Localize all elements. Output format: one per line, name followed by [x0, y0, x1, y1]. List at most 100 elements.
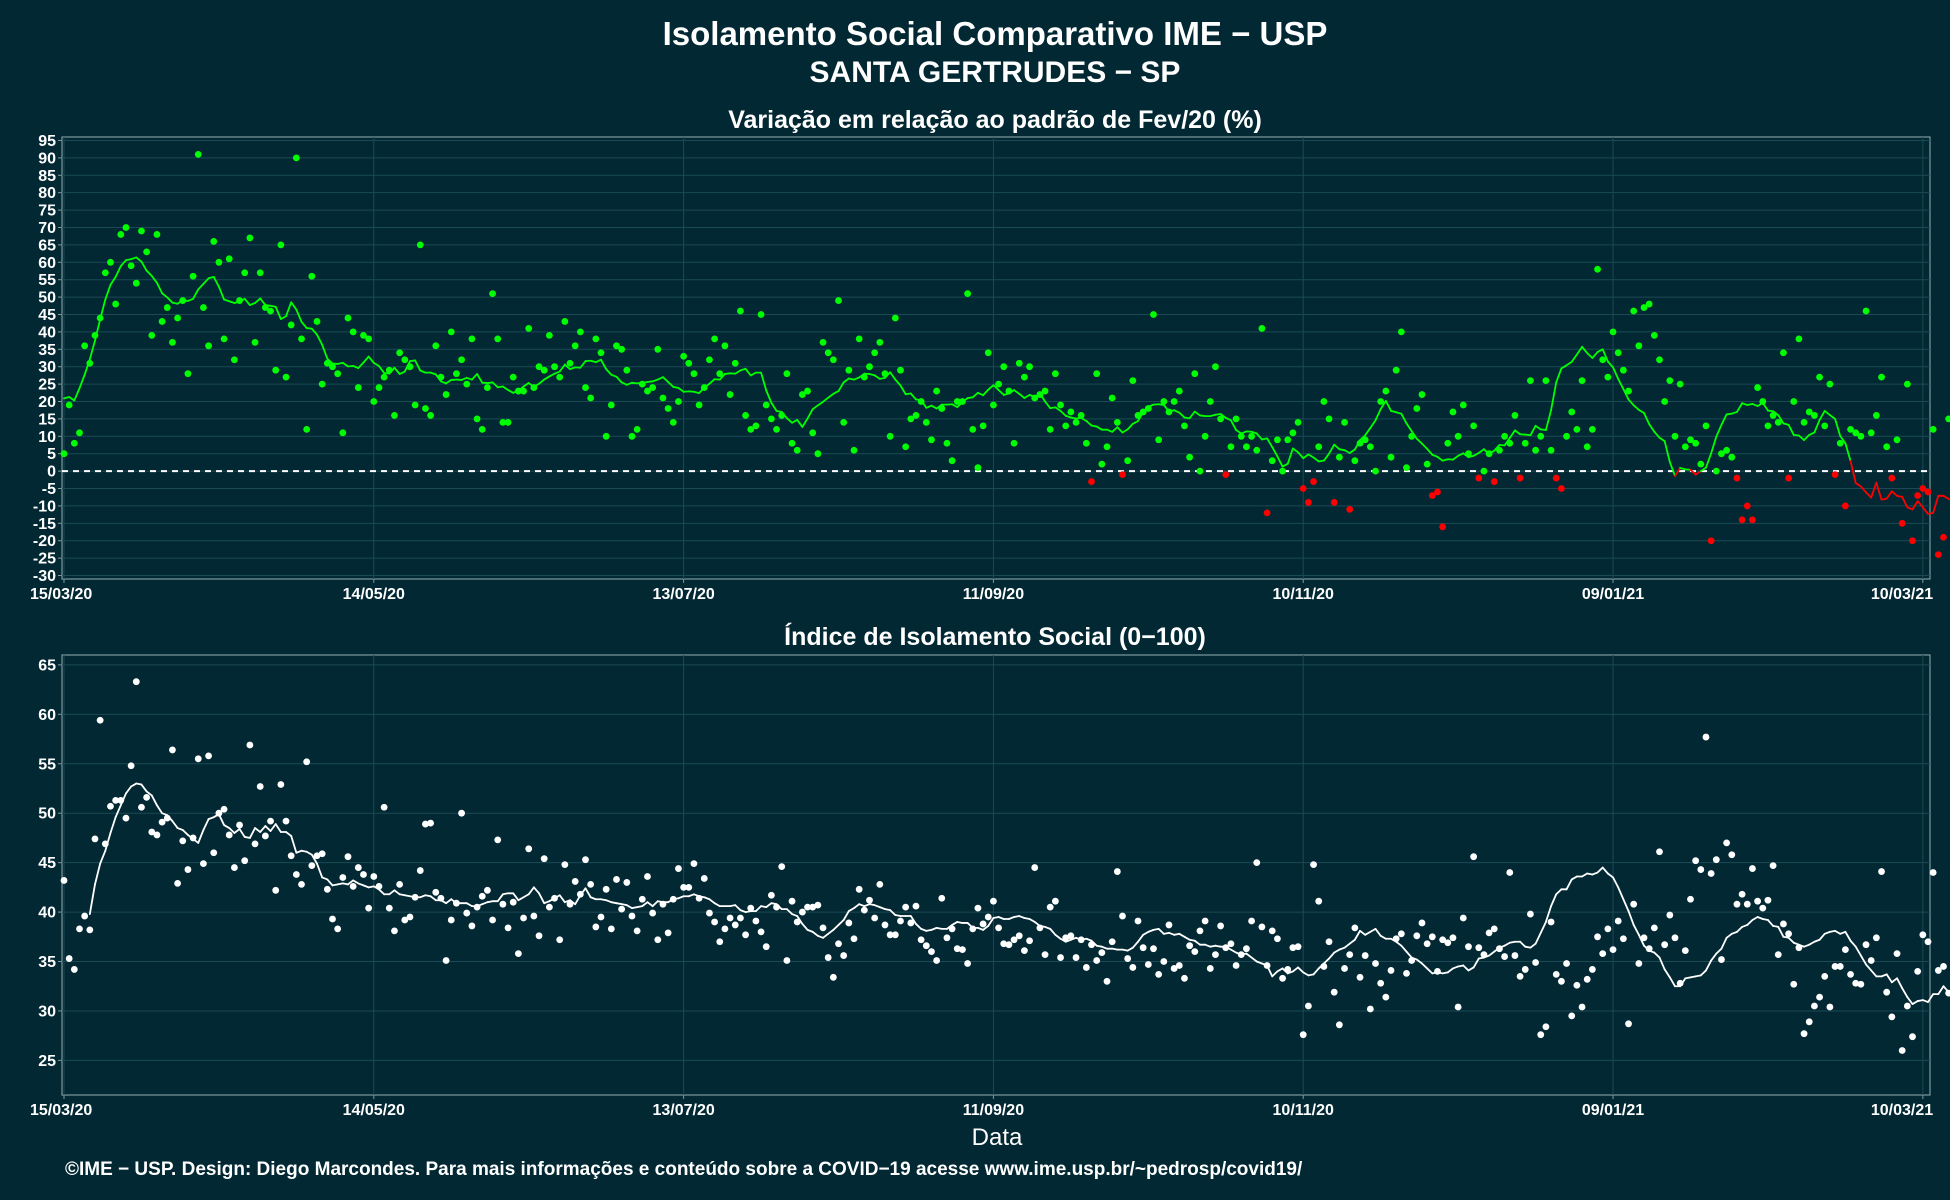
- line-segment: [1627, 910, 1635, 926]
- line-segment: [150, 274, 158, 284]
- data-point: [706, 909, 713, 917]
- data-point: [1811, 412, 1818, 419]
- line-segment: [538, 892, 546, 905]
- data-point: [313, 318, 321, 325]
- line-segment: [1942, 494, 1950, 500]
- data-point: [891, 314, 899, 322]
- data-point: [943, 934, 951, 942]
- data-point: [1821, 422, 1829, 430]
- data-point: [391, 412, 398, 419]
- line-segment: [1751, 403, 1759, 407]
- data-point: [1888, 474, 1896, 482]
- data-point: [179, 837, 187, 845]
- line-segment: [1849, 460, 1857, 484]
- data-point: [597, 913, 605, 921]
- y-tick-label: 0: [47, 464, 56, 481]
- line-segment: [1715, 423, 1723, 438]
- y-tick-label: 35: [38, 954, 56, 971]
- data-point: [1671, 934, 1679, 942]
- data-point: [1279, 467, 1286, 475]
- data-point: [101, 269, 109, 277]
- line-segment: [223, 298, 231, 303]
- data-point: [1351, 457, 1359, 465]
- line-segment: [553, 370, 561, 375]
- line-segment: [1467, 966, 1475, 972]
- line-segment: [873, 904, 881, 909]
- data-point: [1490, 478, 1498, 485]
- data-point: [127, 262, 135, 270]
- data-point: [829, 973, 837, 981]
- data-point: [1377, 398, 1385, 405]
- isolation-index-plot-frame: [61, 654, 1931, 1096]
- data-point: [1397, 328, 1405, 336]
- data-point: [1831, 963, 1839, 970]
- data-point: [200, 304, 207, 311]
- line-segment: [1570, 353, 1578, 363]
- line-segment: [1328, 443, 1336, 455]
- line-segment: [321, 343, 329, 360]
- data-point: [210, 238, 218, 245]
- data-point: [1893, 436, 1901, 444]
- data-point: [1805, 1018, 1813, 1026]
- line-segment: [269, 823, 277, 832]
- data-point: [251, 840, 259, 848]
- data-point: [1940, 963, 1947, 970]
- line-segment: [992, 384, 1000, 391]
- data-point: [1150, 945, 1157, 953]
- data-point: [1733, 900, 1741, 908]
- line-segment: [1570, 875, 1578, 881]
- data-point: [1098, 949, 1106, 957]
- data-point: [1847, 425, 1854, 433]
- line-segment: [1137, 933, 1145, 943]
- data-point: [928, 436, 935, 444]
- data-point: [1563, 960, 1570, 967]
- data-point: [1248, 432, 1255, 440]
- line-segment: [285, 831, 293, 837]
- line-segment: [1322, 452, 1330, 462]
- data-point: [767, 891, 775, 899]
- line-segment: [1689, 468, 1697, 476]
- data-point: [1237, 432, 1245, 440]
- x-tick-label: 13/07/20: [652, 1102, 714, 1119]
- line-segment: [1224, 945, 1232, 951]
- line-segment: [667, 381, 675, 388]
- y-tick-label: 20: [38, 394, 56, 411]
- variation-panel: Variação em relação ao padrão de Fev/20 …: [30, 106, 1950, 603]
- data-point: [1527, 910, 1534, 918]
- line-segment: [1328, 951, 1336, 960]
- line-segment: [558, 363, 566, 373]
- line-segment: [1049, 927, 1057, 936]
- data-point: [566, 359, 574, 367]
- data-point: [427, 412, 435, 419]
- data-point: [1175, 387, 1183, 395]
- data-point: [1227, 940, 1235, 948]
- data-point: [1712, 467, 1720, 475]
- data-point: [1341, 418, 1348, 426]
- line-segment: [1606, 360, 1614, 369]
- data-point: [1888, 1013, 1896, 1021]
- data-point: [1557, 485, 1565, 492]
- line-segment: [1911, 1000, 1919, 1005]
- line-segment: [496, 893, 504, 903]
- line-segment: [987, 917, 995, 927]
- line-segment: [1658, 436, 1666, 443]
- line-segment: [1663, 968, 1671, 979]
- line-segment: [816, 934, 824, 939]
- data-point: [318, 380, 326, 388]
- data-point: [1320, 398, 1328, 405]
- line-segment: [233, 828, 241, 834]
- data-point: [1000, 940, 1008, 948]
- data-point: [416, 241, 424, 249]
- data-point: [246, 234, 254, 242]
- line-segment: [951, 403, 959, 408]
- line-segment: [785, 417, 793, 424]
- data-point: [1304, 499, 1312, 506]
- data-point: [107, 802, 114, 810]
- line-segment: [1787, 423, 1795, 436]
- data-point: [1015, 932, 1023, 940]
- line-segment: [1730, 411, 1738, 415]
- data-point: [1552, 970, 1560, 978]
- data-point: [1614, 917, 1622, 925]
- data-point: [1872, 412, 1880, 419]
- line-segment: [532, 886, 540, 895]
